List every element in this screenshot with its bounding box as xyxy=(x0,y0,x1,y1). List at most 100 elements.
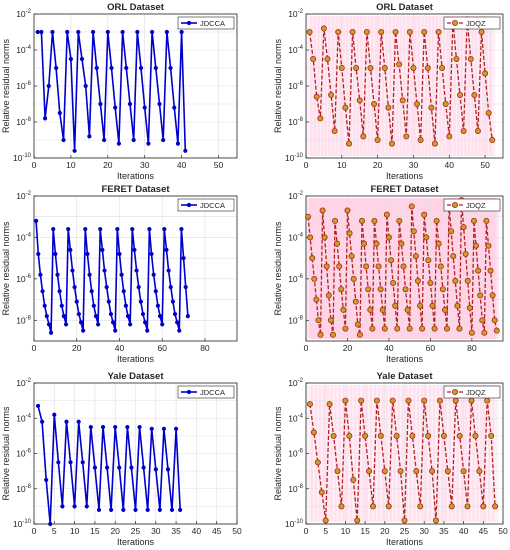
data-point xyxy=(161,137,166,143)
y-tick-label: 10-6 xyxy=(288,81,303,91)
data-point xyxy=(335,28,342,35)
highlight-band xyxy=(383,198,390,339)
data-point xyxy=(96,507,102,512)
data-point xyxy=(399,97,406,104)
data-point xyxy=(153,65,158,71)
data-point xyxy=(329,331,336,338)
x-tick-label: 10 xyxy=(341,526,351,536)
highlight-band xyxy=(483,198,490,339)
data-point xyxy=(410,228,417,235)
data-point xyxy=(90,29,96,35)
x-axis-label: Iterations xyxy=(386,537,424,547)
data-point xyxy=(417,503,424,510)
data-point xyxy=(485,242,492,249)
data-point xyxy=(172,105,177,110)
y-tick-label: 10-2 xyxy=(16,9,31,19)
legend-box xyxy=(177,16,235,30)
y-tick-label: 10-4 xyxy=(16,45,31,55)
data-point xyxy=(350,275,357,282)
data-point xyxy=(155,303,161,308)
data-point xyxy=(470,217,477,224)
data-point xyxy=(169,507,175,512)
data-point xyxy=(160,322,165,327)
data-point xyxy=(134,268,139,273)
data-point xyxy=(480,503,487,510)
highlight-band xyxy=(394,198,401,339)
data-point xyxy=(440,432,447,439)
data-point xyxy=(389,397,396,404)
highlight-band xyxy=(429,198,436,339)
data-point xyxy=(448,228,455,235)
data-point xyxy=(377,432,384,439)
highlight-band xyxy=(371,198,378,339)
x-tick-label: 10 xyxy=(337,160,347,170)
x-tick-label: 20 xyxy=(380,526,390,536)
data-point xyxy=(306,28,313,35)
y-tick-label: 10-4 xyxy=(16,413,31,423)
legend-box xyxy=(443,16,501,30)
data-point xyxy=(66,227,71,232)
data-point xyxy=(311,275,318,282)
data-point xyxy=(468,397,475,404)
data-point xyxy=(42,303,47,308)
data-point xyxy=(381,325,388,332)
data-point xyxy=(143,320,148,325)
highlight-band xyxy=(381,198,388,339)
data-point xyxy=(330,432,337,439)
highlight-band xyxy=(421,198,428,339)
data-point xyxy=(102,137,107,143)
data-point xyxy=(42,116,48,121)
data-point xyxy=(322,517,329,524)
data-point xyxy=(168,65,173,71)
legend-box xyxy=(443,198,501,212)
data-point xyxy=(373,397,380,404)
data-point xyxy=(349,28,356,35)
data-point xyxy=(448,503,455,510)
x-tick-label: 20 xyxy=(72,343,82,353)
data-point xyxy=(136,285,141,290)
data-point xyxy=(427,279,434,286)
data-point xyxy=(79,56,85,62)
legend-marker xyxy=(451,19,458,26)
highlight-band xyxy=(358,198,365,339)
x-tick-label: 20 xyxy=(343,343,353,353)
axes-frame xyxy=(305,195,504,342)
highlight-band xyxy=(456,198,463,339)
highlight-band xyxy=(369,198,376,339)
x-tick-label: 25 xyxy=(400,526,410,536)
data-point xyxy=(345,140,352,147)
data-point xyxy=(466,304,473,311)
x-tick-label: 0 xyxy=(304,343,309,353)
data-point xyxy=(342,325,349,332)
data-point xyxy=(38,272,43,277)
data-point xyxy=(436,397,443,404)
y-tick-label: 10-4 xyxy=(16,232,31,242)
x-tick-label: 40 xyxy=(192,526,202,536)
data-point xyxy=(125,424,130,430)
highlight-band xyxy=(423,198,430,339)
data-point xyxy=(53,251,58,257)
data-point xyxy=(93,314,99,319)
x-tick-label: 40 xyxy=(445,160,455,170)
highlight-band xyxy=(458,198,465,339)
data-point xyxy=(328,92,335,99)
x-axis-label: Iterations xyxy=(117,354,155,364)
panel-feret-jdqz: 0 20 40 60 80 10-8 10-6 10-4 10-2 FERET Dataset It… xyxy=(273,184,504,364)
data-point xyxy=(457,92,464,99)
x-axis-label: Iterations xyxy=(386,354,424,364)
data-point xyxy=(462,250,469,257)
data-point xyxy=(358,397,365,404)
data-point xyxy=(375,263,382,270)
panel-feret-jdcca: 0 20 40 60 80 10-8 10-6 10-4 10-2 FERET Dataset It… xyxy=(1,184,238,364)
data-point xyxy=(98,101,103,107)
data-point xyxy=(456,325,463,332)
data-point xyxy=(305,213,312,220)
data-point xyxy=(34,218,39,223)
data-point xyxy=(108,311,114,317)
data-point xyxy=(363,263,370,270)
x-tick-label: 20 xyxy=(103,160,113,170)
highlight-band xyxy=(433,198,440,339)
highlight-band xyxy=(350,198,357,339)
data-point xyxy=(174,426,179,431)
data-point xyxy=(327,317,334,324)
